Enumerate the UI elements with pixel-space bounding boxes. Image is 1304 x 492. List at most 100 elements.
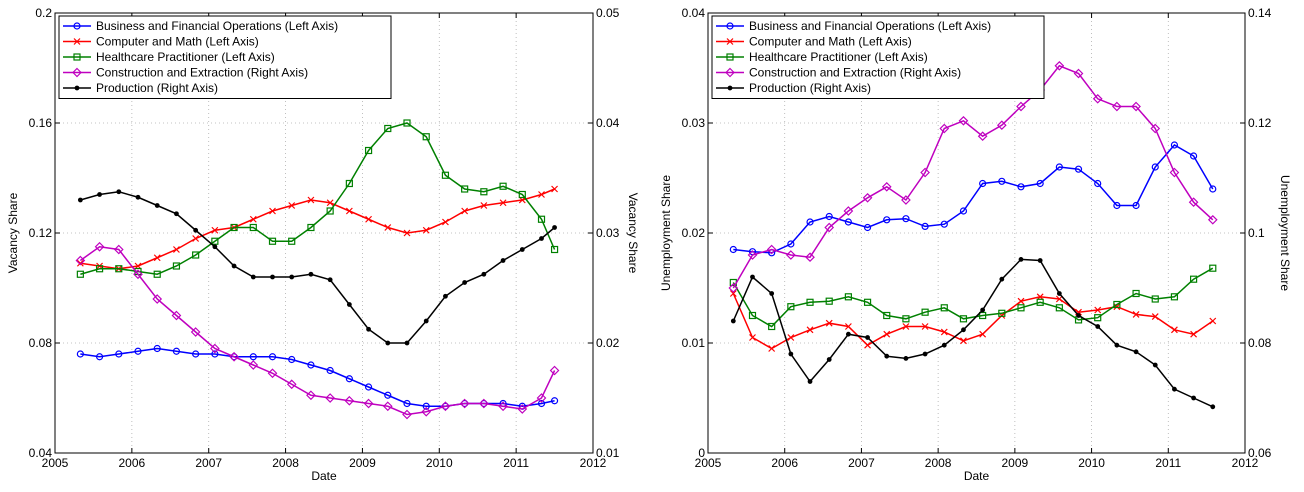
- marker: [269, 207, 276, 215]
- marker: [824, 222, 835, 233]
- marker: [769, 291, 775, 296]
- y-axis-label: Unemployment Share: [659, 175, 673, 291]
- marker: [1112, 101, 1122, 112]
- marker: [422, 226, 430, 234]
- marker: [961, 327, 966, 333]
- marker: [174, 211, 179, 217]
- y-tick-label: 0.16: [29, 116, 53, 130]
- x-tick-label: 2006: [119, 456, 146, 470]
- x-tick-label: 2012: [1232, 456, 1259, 470]
- marker: [806, 326, 814, 334]
- marker: [1055, 304, 1063, 312]
- marker: [1172, 386, 1177, 392]
- marker: [480, 202, 488, 209]
- marker: [959, 207, 968, 215]
- marker: [1209, 185, 1217, 193]
- marker: [1113, 201, 1121, 210]
- marker: [479, 398, 489, 409]
- marker: [249, 215, 257, 223]
- marker: [940, 220, 948, 228]
- y2-tick-label: 0.05: [596, 6, 620, 20]
- marker: [384, 124, 392, 133]
- legend: Business and Financial Operations (Left …: [58, 15, 392, 99]
- marker: [192, 235, 200, 242]
- marker: [999, 276, 1005, 282]
- marker: [536, 393, 547, 403]
- marker: [462, 280, 468, 285]
- legend-label: Construction and Extraction (Right Axis): [96, 66, 308, 80]
- marker: [825, 297, 833, 305]
- x-tick-label: 2009: [349, 456, 376, 470]
- marker: [231, 263, 237, 269]
- marker: [998, 309, 1006, 317]
- marker: [326, 207, 334, 215]
- marker: [1191, 395, 1197, 401]
- marker: [385, 340, 391, 346]
- marker: [787, 303, 795, 311]
- marker: [192, 251, 200, 259]
- marker: [192, 350, 200, 358]
- marker: [288, 355, 296, 364]
- marker: [1209, 264, 1217, 272]
- marker: [939, 123, 950, 134]
- x-tick-label: 2007: [195, 456, 222, 470]
- y2-tick-label: 0.14: [1248, 6, 1272, 20]
- marker: [346, 302, 352, 307]
- marker: [1210, 404, 1216, 410]
- marker: [1017, 304, 1025, 312]
- marker: [786, 250, 796, 260]
- marker: [326, 199, 334, 207]
- marker: [539, 236, 544, 241]
- marker: [268, 237, 277, 245]
- marker: [996, 120, 1007, 131]
- marker: [883, 216, 891, 224]
- marker: [249, 223, 257, 232]
- marker: [75, 255, 86, 266]
- marker: [844, 218, 852, 226]
- marker: [154, 203, 160, 208]
- marker: [327, 277, 333, 283]
- marker: [1152, 362, 1158, 368]
- marker: [480, 188, 488, 196]
- marker: [1151, 313, 1159, 321]
- y2-tick-label: 0.04: [596, 116, 620, 130]
- marker: [920, 167, 930, 178]
- series-line: [80, 122, 556, 276]
- marker: [750, 274, 755, 280]
- marker: [133, 269, 143, 280]
- marker: [549, 365, 560, 376]
- panel: 2005 2006 2007 2008 2009 2010 2011 2012 0 0.01 0.0…: [659, 6, 1292, 483]
- marker: [552, 225, 557, 230]
- legend-marker: [726, 38, 734, 45]
- marker: [230, 353, 238, 361]
- marker: [403, 119, 411, 127]
- marker: [979, 311, 987, 320]
- marker: [1170, 326, 1178, 334]
- marker: [230, 223, 238, 232]
- marker: [921, 222, 929, 230]
- marker: [538, 191, 545, 198]
- marker: [1133, 349, 1139, 355]
- marker: [1113, 300, 1121, 309]
- marker: [902, 315, 910, 323]
- marker: [730, 318, 736, 324]
- marker: [1190, 330, 1198, 338]
- marker: [134, 347, 142, 355]
- marker: [921, 323, 929, 330]
- marker: [288, 237, 296, 245]
- marker: [518, 190, 526, 199]
- marker: [865, 335, 870, 340]
- y-tick-label: 0.01: [682, 336, 706, 350]
- marker: [1017, 183, 1025, 191]
- marker: [806, 298, 814, 306]
- marker: [441, 171, 450, 179]
- marker: [1190, 275, 1198, 283]
- marker: [1114, 342, 1120, 348]
- marker: [421, 406, 432, 417]
- series-line: [80, 347, 555, 408]
- x-tick-label: 2009: [1002, 456, 1029, 470]
- legend-marker: [727, 85, 733, 91]
- marker: [1095, 324, 1101, 329]
- marker: [787, 334, 795, 341]
- marker: [863, 298, 872, 306]
